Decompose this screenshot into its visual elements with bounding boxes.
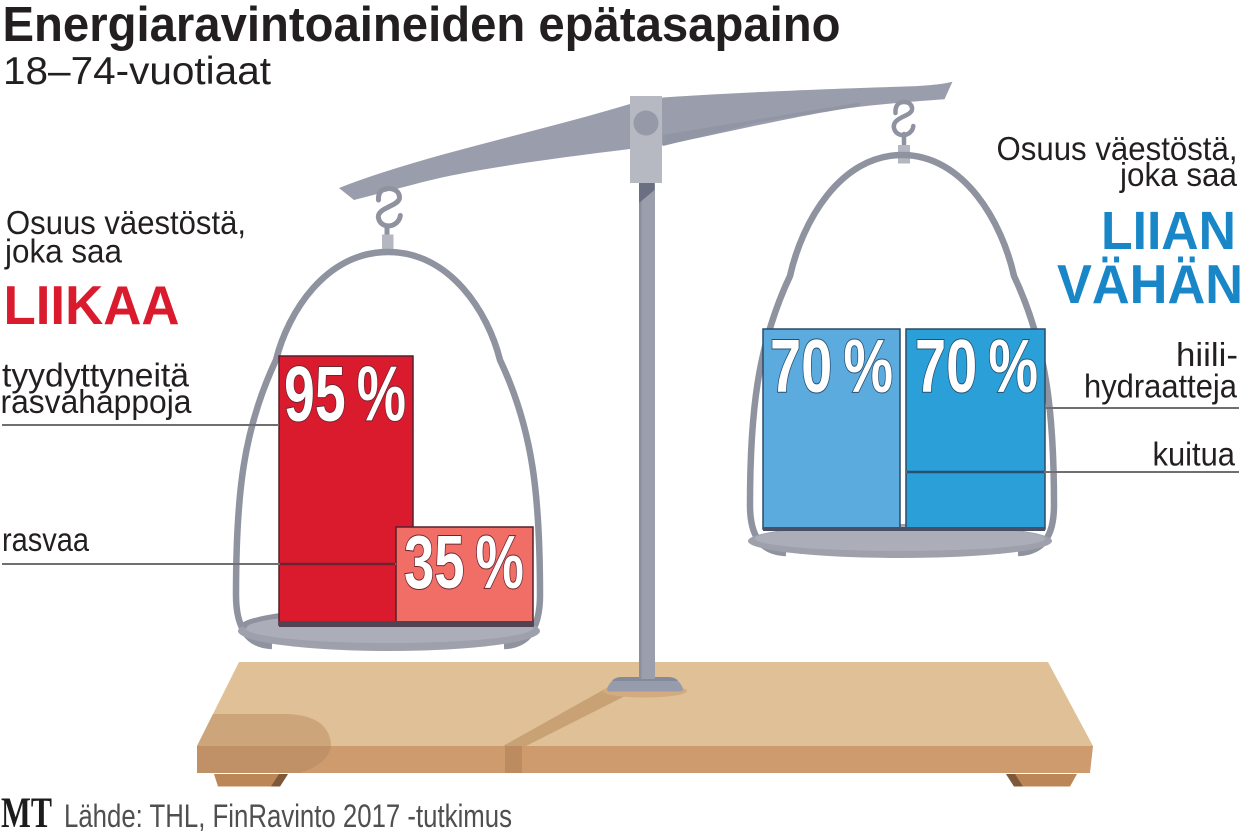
svg-text:rasvaa: rasvaa [2, 521, 90, 558]
svg-text:kuitua: kuitua [1153, 436, 1236, 473]
svg-text:LIIAN: LIIAN [1101, 201, 1236, 261]
svg-text:95 %: 95 % [284, 350, 406, 438]
svg-text:70 %: 70 % [770, 324, 893, 408]
svg-text:35 %: 35 % [404, 520, 524, 604]
svg-text:Osuus väestöstä,: Osuus väestöstä, [6, 204, 246, 241]
svg-text:joka saa: joka saa [1119, 156, 1238, 193]
svg-text:tyydyttyneitä: tyydyttyneitä [2, 357, 190, 394]
svg-text:rasvahappoja: rasvahappoja [1, 383, 193, 420]
svg-text:hiili-: hiili- [1176, 336, 1238, 373]
svg-text:Lähde: THL, FinRavinto 2017 -t: Lähde: THL, FinRavinto 2017 -tutkimus [64, 798, 512, 831]
svg-text:MT: MT [1, 790, 52, 831]
svg-text:Osuus väestöstä,: Osuus väestöstä, [997, 130, 1238, 167]
svg-text:70 %: 70 % [915, 324, 1038, 408]
svg-text:VÄHÄN: VÄHÄN [1057, 253, 1240, 315]
svg-text:18–74-vuotiaat: 18–74-vuotiaat [3, 50, 271, 93]
svg-text:Energiaravintoaineiden epätasa: Energiaravintoaineiden epätasapaino [3, 0, 841, 52]
svg-text:joka saa: joka saa [4, 233, 123, 270]
svg-text:hydraatteja: hydraatteja [1084, 368, 1238, 405]
svg-text:LIIKAA: LIIKAA [4, 274, 180, 336]
